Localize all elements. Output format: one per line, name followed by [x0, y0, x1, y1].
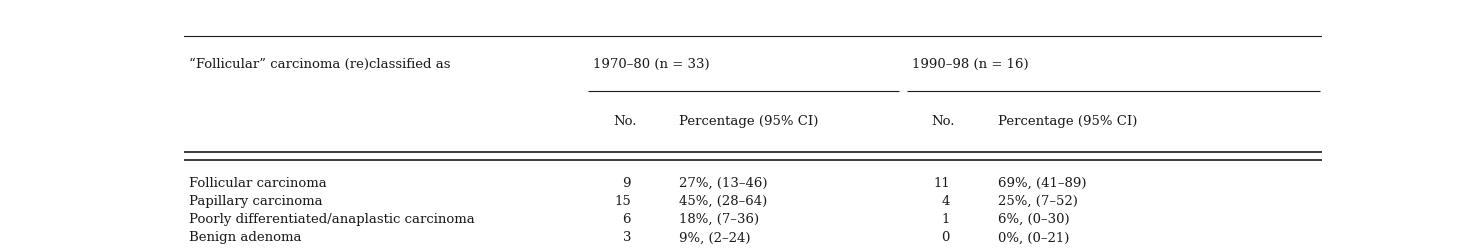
Text: 18%, (7–36): 18%, (7–36)	[679, 213, 759, 226]
Text: 4: 4	[942, 195, 950, 208]
Text: Papillary carcinoma: Papillary carcinoma	[190, 195, 323, 208]
Text: Percentage (95% CI): Percentage (95% CI)	[679, 115, 818, 128]
Text: Percentage (95% CI): Percentage (95% CI)	[997, 115, 1137, 128]
Text: No.: No.	[613, 115, 636, 128]
Text: 69%, (41–89): 69%, (41–89)	[997, 177, 1086, 190]
Text: “Follicular” carcinoma (re)classified as: “Follicular” carcinoma (re)classified as	[190, 58, 451, 71]
Text: Benign adenoma: Benign adenoma	[190, 231, 301, 245]
Text: 0: 0	[942, 231, 950, 245]
Text: No.: No.	[931, 115, 955, 128]
Text: 9: 9	[623, 177, 632, 190]
Text: 27%, (13–46): 27%, (13–46)	[679, 177, 767, 190]
Text: 25%, (7–52): 25%, (7–52)	[997, 195, 1077, 208]
Text: 15: 15	[614, 195, 632, 208]
Text: 3: 3	[623, 231, 632, 245]
Text: 9%, (2–24): 9%, (2–24)	[679, 231, 751, 245]
Text: Follicular carcinoma: Follicular carcinoma	[190, 177, 328, 190]
Text: 11: 11	[933, 177, 950, 190]
Text: 0%, (0–21): 0%, (0–21)	[997, 231, 1069, 245]
Text: 1990–98 (n = 16): 1990–98 (n = 16)	[912, 58, 1028, 71]
Text: Poorly differentiated/anaplastic carcinoma: Poorly differentiated/anaplastic carcino…	[190, 213, 474, 226]
Text: 6%, (0–30): 6%, (0–30)	[997, 213, 1069, 226]
Text: 45%, (28–64): 45%, (28–64)	[679, 195, 767, 208]
Text: 6: 6	[623, 213, 632, 226]
Text: 1970–80 (n = 33): 1970–80 (n = 33)	[593, 58, 710, 71]
Text: 1: 1	[942, 213, 950, 226]
